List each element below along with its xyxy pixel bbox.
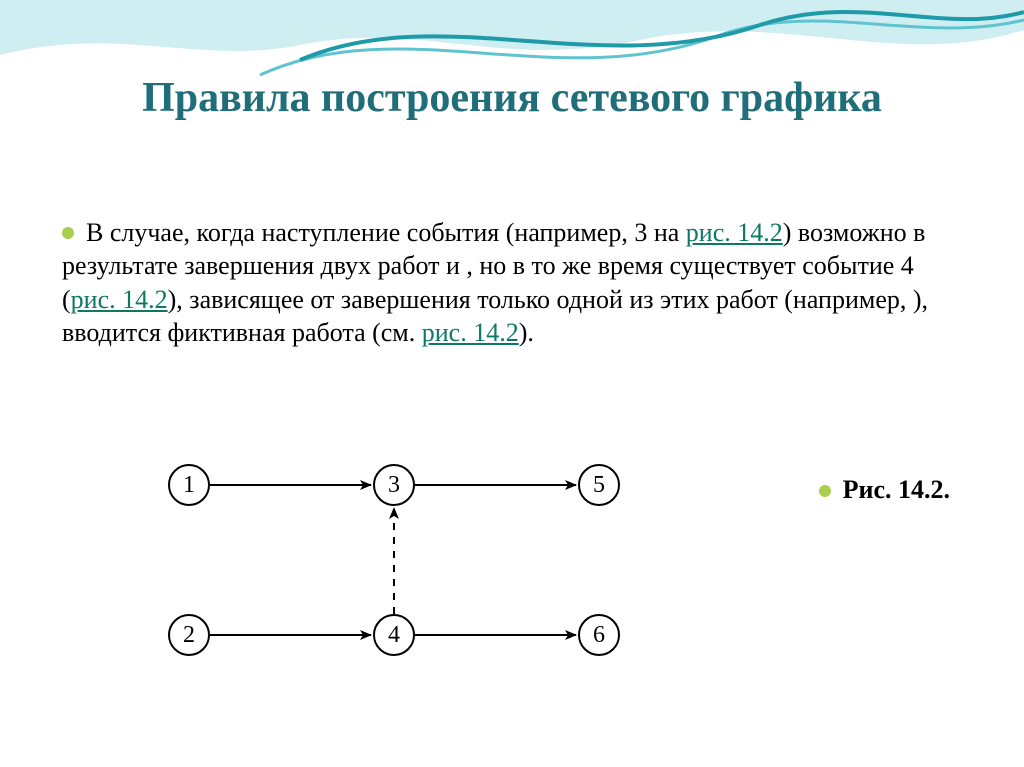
fig-link-2[interactable]: рис. 14.2	[71, 285, 168, 314]
network-diagram: 1 3 5 2 4 6	[148, 454, 668, 704]
body-paragraph: В случае, когда наступление события (нап…	[62, 216, 962, 349]
node-3: 3	[373, 464, 415, 506]
figure-caption: Рис. 14.2.	[819, 475, 950, 505]
para-part-1: В случае, когда наступление события (нап…	[86, 218, 686, 247]
node-1: 1	[168, 464, 210, 506]
node-2: 2	[168, 614, 210, 656]
wave-dark	[300, 12, 1024, 60]
wave-light	[0, 0, 1024, 55]
bullet-icon	[62, 227, 74, 239]
node-5: 5	[578, 464, 620, 506]
fig-link-1[interactable]: рис. 14.2	[686, 218, 783, 247]
node-6: 6	[578, 614, 620, 656]
bullet-icon	[819, 485, 831, 497]
node-4: 4	[373, 614, 415, 656]
para-part-4: ).	[519, 318, 534, 347]
wave-mid	[260, 20, 1024, 75]
caption-text: Рис. 14.2.	[843, 475, 950, 504]
fig-link-3[interactable]: рис. 14.2	[422, 318, 519, 347]
slide-title: Правила построения сетевого графика	[0, 74, 1024, 122]
